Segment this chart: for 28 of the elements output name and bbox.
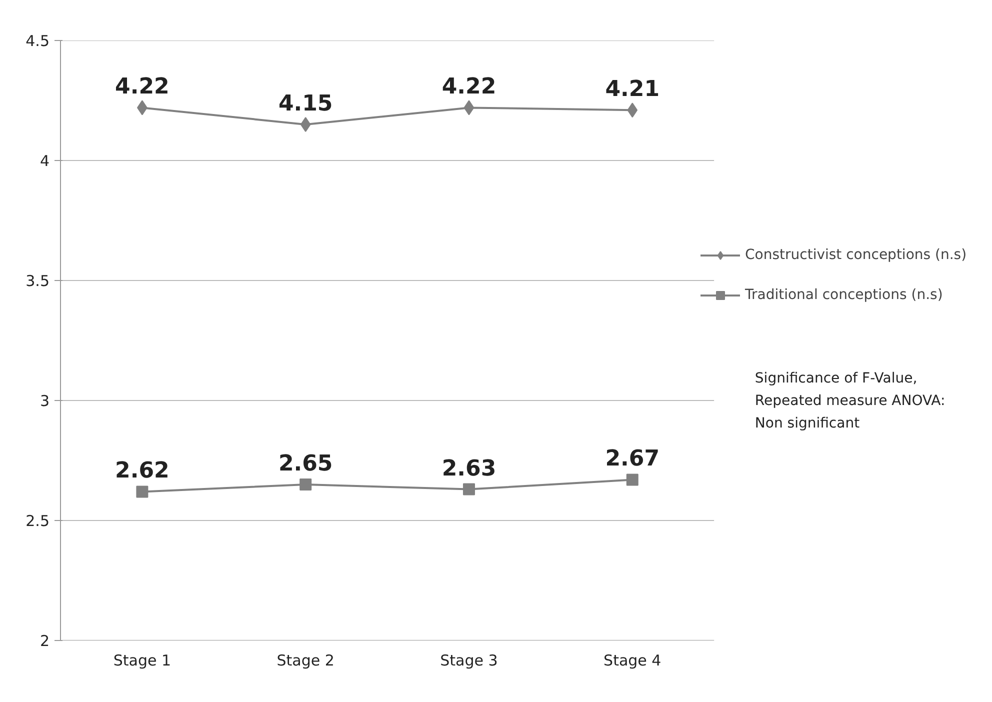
- x-tick-label: Stage 4: [604, 652, 662, 670]
- point: [136, 486, 148, 498]
- x-tick-label: Stage 1: [113, 652, 172, 670]
- data-label: 2.67: [605, 446, 660, 472]
- data-label: 2.62: [115, 458, 170, 484]
- point: [464, 100, 474, 116]
- point: [300, 478, 312, 490]
- y-tick-label: 2: [40, 632, 50, 650]
- x-tick-label: Stage 2: [276, 652, 334, 670]
- data-label: 4.22: [442, 74, 496, 100]
- data-label: 4.21: [605, 77, 660, 102]
- data-label: 2.65: [278, 452, 333, 476]
- legend-label: Constructivist conceptions (n.s): [745, 247, 967, 263]
- data-label: 4.15: [278, 92, 333, 116]
- y-tick-label: 4: [40, 152, 50, 170]
- data-label: 2.63: [442, 456, 496, 482]
- point: [300, 117, 311, 132]
- data-label: 4.22: [115, 74, 170, 100]
- y-tick-label: 3.5: [26, 272, 50, 290]
- y-tick-label: 4.5: [26, 32, 50, 50]
- text: Significance of F-Value, Repeated measure ANOVA: Non significant: [754, 370, 946, 432]
- y-tick-label: 2.5: [26, 512, 50, 530]
- point: [626, 474, 638, 486]
- x-tick-label: Stage 3: [440, 652, 498, 670]
- point: [462, 483, 475, 496]
- y-tick-label: 3: [40, 392, 50, 410]
- point: [627, 102, 638, 118]
- legend-label: Traditional conceptions (n.s): [745, 287, 943, 303]
